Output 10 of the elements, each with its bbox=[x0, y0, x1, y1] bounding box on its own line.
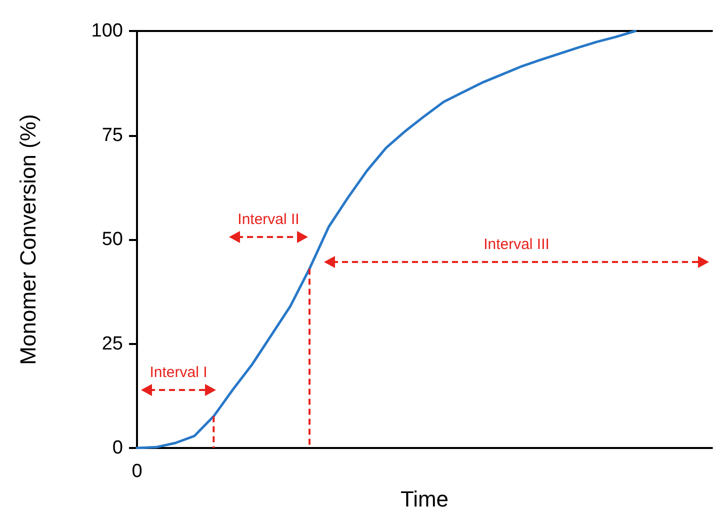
annotation: Interval II bbox=[238, 211, 300, 228]
y-tick-label: 100 bbox=[91, 20, 123, 42]
annotation: Interval III bbox=[484, 236, 550, 253]
y-tick-label: 25 bbox=[102, 333, 123, 354]
x-axis-title: Time bbox=[400, 486, 449, 512]
y-tick-label: 50 bbox=[102, 229, 123, 250]
y-tick-label: 75 bbox=[102, 124, 123, 146]
y-tick-label: 0 bbox=[112, 438, 123, 458]
y-axis-title: Monomer Conversion (%) bbox=[16, 114, 40, 365]
annotation: Interval I bbox=[150, 364, 208, 381]
